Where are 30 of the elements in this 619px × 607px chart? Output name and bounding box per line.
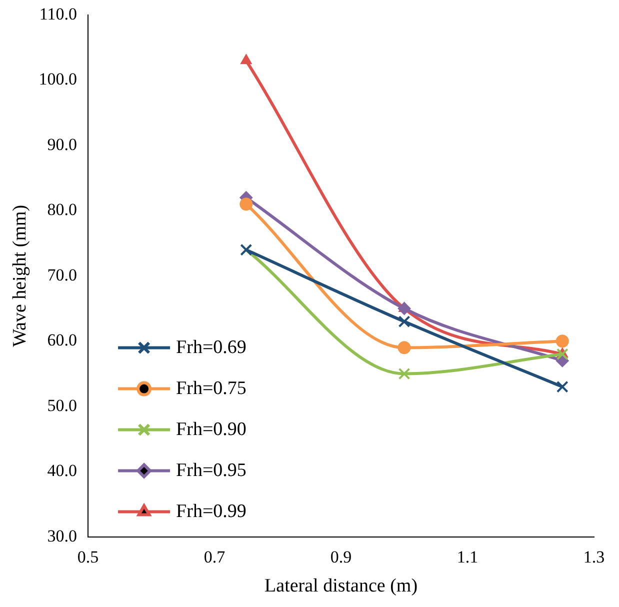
point bbox=[398, 302, 411, 316]
y-tick-label: 50.0 bbox=[47, 396, 78, 415]
y-tick-label: 70.0 bbox=[47, 265, 78, 284]
point bbox=[556, 348, 568, 360]
x-tick-label: 1.1 bbox=[456, 547, 478, 566]
x-tick-label: 0.5 bbox=[77, 547, 99, 566]
x-tick-label: 1.3 bbox=[583, 547, 605, 566]
y-tick-label: 60.0 bbox=[47, 330, 78, 350]
point bbox=[240, 198, 253, 211]
y-axis-title: Wave height (mm) bbox=[9, 204, 30, 347]
y-tick-label: 40.0 bbox=[47, 461, 78, 480]
point bbox=[240, 54, 252, 64]
y-tick-label: 90.0 bbox=[47, 134, 78, 154]
legend-label: Frh=0.75 bbox=[176, 378, 246, 399]
y-tick-label: 100.0 bbox=[38, 70, 78, 89]
y-tick-label: 110.0 bbox=[39, 4, 78, 24]
y-tick-label: 30.0 bbox=[47, 526, 78, 546]
x-axis-title: Lateral distance (m) bbox=[264, 576, 418, 597]
point bbox=[398, 316, 410, 328]
legend-label: Frh=0.90 bbox=[176, 418, 246, 440]
legend-label: Frh=0.99 bbox=[176, 500, 246, 522]
legend-label: Frh=0.95 bbox=[176, 460, 246, 481]
x-tick-label: 0.7 bbox=[204, 547, 226, 566]
x-tick-label: 0.9 bbox=[330, 547, 352, 566]
legend-label: Frh=0.69 bbox=[176, 336, 246, 358]
point bbox=[556, 380, 568, 393]
point bbox=[398, 368, 410, 380]
point bbox=[556, 334, 569, 348]
y-tick-label: 80.0 bbox=[47, 200, 78, 220]
point bbox=[398, 341, 411, 354]
